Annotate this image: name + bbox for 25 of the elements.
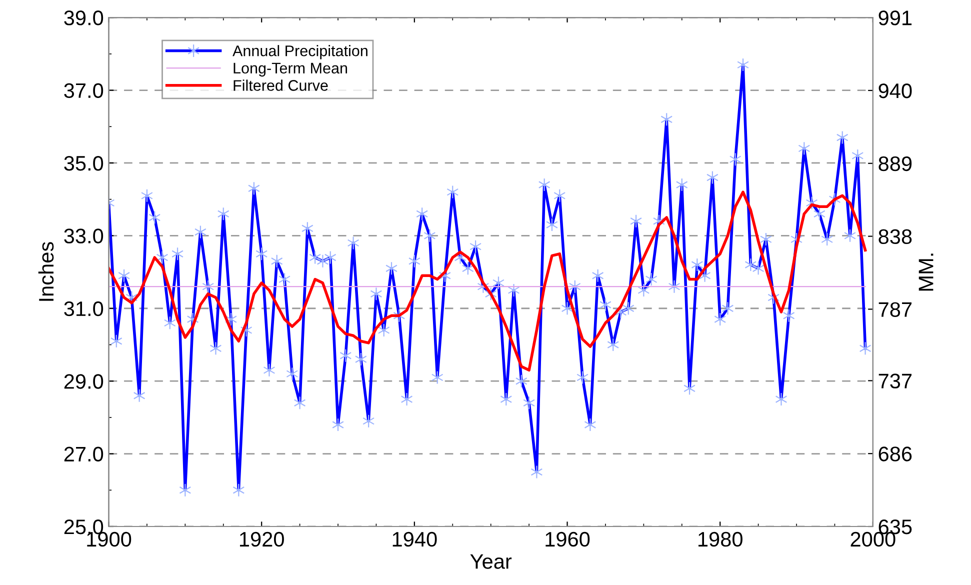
x-tick-label: 1940 xyxy=(392,532,437,547)
y-tick-label: 31.0 xyxy=(64,301,104,316)
x-tick-label: 1960 xyxy=(546,532,590,547)
y-axis-title: Inches xyxy=(38,242,54,301)
y2-tick-label: 940 xyxy=(878,83,912,98)
y2-tick-label: 838 xyxy=(878,229,912,244)
y-tick-label: 33.0 xyxy=(64,228,104,244)
y-tick-label: 39.0 xyxy=(64,10,104,26)
y2-axis-title: MM. xyxy=(918,254,934,291)
legend-label: Filtered Curve xyxy=(234,80,328,91)
legend-label: Long-Term Mean xyxy=(234,62,348,77)
y-tick-label: 37.0 xyxy=(64,83,104,98)
y-tick-label: 29.0 xyxy=(64,374,104,389)
x-tick-label: 1920 xyxy=(240,532,284,547)
y2-tick-label: 991 xyxy=(878,10,912,26)
y2-tick-label: 889 xyxy=(878,156,912,172)
y2-tick-label: 737 xyxy=(878,374,912,388)
y2-tick-label: 787 xyxy=(878,302,912,317)
y2-tick-label: 686 xyxy=(878,446,912,462)
y-tick-label: 35.0 xyxy=(64,156,104,171)
line-series xyxy=(108,190,867,372)
x-tick-label: 1980 xyxy=(698,532,742,547)
x-axis-title: Year xyxy=(470,554,512,569)
y-tick-label: 27.0 xyxy=(64,446,104,462)
legend-label: Annual Precipitation xyxy=(232,45,368,60)
